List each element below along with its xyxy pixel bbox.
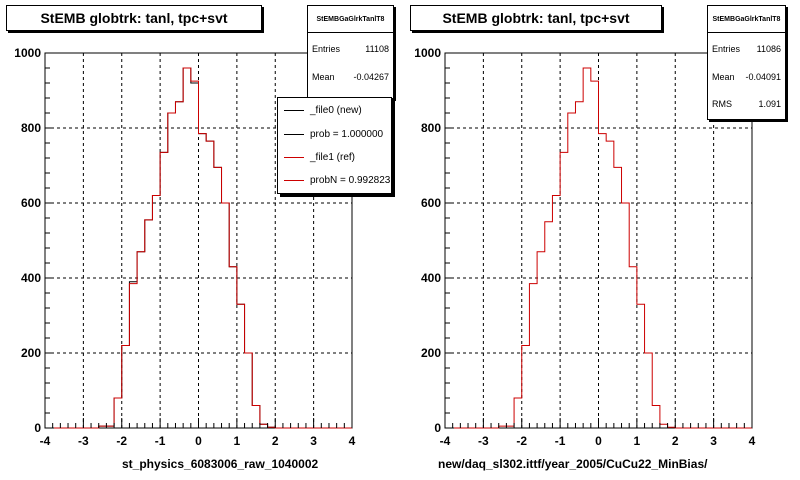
x-tick-label: 1 [634,434,641,448]
right-pad: -4 -3 -2 -1 0 1 2 3 4 0 200 400 600 800 1000 StEMB glo… [400,0,800,480]
y-tick-label: 800 [421,121,441,135]
stats-row-entries: Entries 11108 [312,44,389,54]
stats-label: Entries [312,44,341,54]
stats-row-entries: Entries 11086 [712,44,781,54]
chart-title: StEMB globtrk: tanl, tpc+svt [410,5,662,31]
y-tick-label: 600 [21,196,41,210]
x-tick-label: -1 [555,434,566,448]
x-tick-label: -2 [116,434,127,448]
legend-label: _file1 (ref) [310,151,356,163]
legend-entry: probN = 0.992823 [284,168,391,192]
right-plot: -4 -3 -2 -1 0 1 2 3 4 0 200 400 600 800 1000 [414,46,756,448]
legend-swatch [284,156,304,158]
y-tick-label: 400 [21,271,41,285]
y-tick-label: 200 [21,346,41,360]
x-axis-title: st_physics_6083006_raw_1040002 [122,457,319,471]
x-tick-label: -2 [516,434,527,448]
stats-box: StEMBGaGlrkTanlT8 Entries 11086 Mean -0.… [707,5,786,120]
x-axis-title: new/daq_sl302.ittf/year_2005/CuCu22_MinB… [438,457,708,471]
x-tick-label: 2 [672,434,679,448]
legend-swatch [284,109,304,111]
legend-entry: prob = 1.000000 [284,122,391,146]
stats-row-mean: Mean -0.04091 [712,72,781,82]
x-tick-label: 3 [710,434,717,448]
legend-entry: _file1 (ref) [284,145,391,169]
legend-entry: _file0 (new) [284,98,391,122]
stats-value: 1.091 [758,99,781,109]
stats-box: StEMBGaGlrkTanlT8 Entries 11108 Mean -0.… [307,5,394,99]
x-tick-label: -1 [155,434,166,448]
stats-row-rms: RMS 1.091 [712,99,781,109]
x-tick-label: -4 [40,434,51,448]
y-tick-label: 1000 [414,46,441,60]
x-tick-label: 3 [310,434,317,448]
x-tick-label: -3 [478,434,489,448]
x-tick-label: 4 [749,434,756,448]
x-tick-label: -3 [78,434,89,448]
stats-label: Entries [712,44,741,54]
left-pad: -4 -3 -2 -1 0 1 2 3 4 0 200 400 600 800 1000 StEMB glo… [6,5,394,471]
y-tick-label: 0 [34,421,41,435]
y-tick-label: 200 [421,346,441,360]
stats-title: StEMBGaGlrkTanlT8 [708,6,785,33]
stats-label: Mean [312,72,335,82]
legend-label: prob = 1.000000 [310,128,384,140]
x-tick-label: 0 [595,434,602,448]
x-tick-label: 0 [195,434,202,448]
stats-value: -0.04091 [745,72,781,82]
x-tick-label: 4 [349,434,356,448]
y-tick-label: 600 [421,196,441,210]
stats-value: 11086 [756,44,781,54]
y-tick-label: 800 [21,121,41,135]
y-tick-label: 1000 [14,46,41,60]
legend-swatch [284,179,304,181]
x-tick-label: -4 [440,434,451,448]
chart-title: StEMB globtrk: tanl, tpc+svt [6,5,262,31]
y-tick-label: 400 [421,271,441,285]
legend: _file0 (new) prob = 1.000000 _file1 (ref… [277,97,392,194]
legend-swatch [284,133,304,135]
y-tick-label: 0 [434,421,441,435]
stats-label: RMS [712,99,732,109]
legend-label: _file0 (new) [310,104,362,116]
x-tick-label: 1 [234,434,241,448]
stats-row-mean: Mean -0.04267 [312,72,389,82]
stats-value: -0.04267 [353,72,389,82]
stats-title: StEMBGaGlrkTanlT8 [308,6,393,33]
stats-value: 11108 [365,44,389,54]
stats-label: Mean [712,72,735,82]
legend-label: probN = 0.992823 [310,174,391,186]
x-tick-label: 2 [272,434,279,448]
